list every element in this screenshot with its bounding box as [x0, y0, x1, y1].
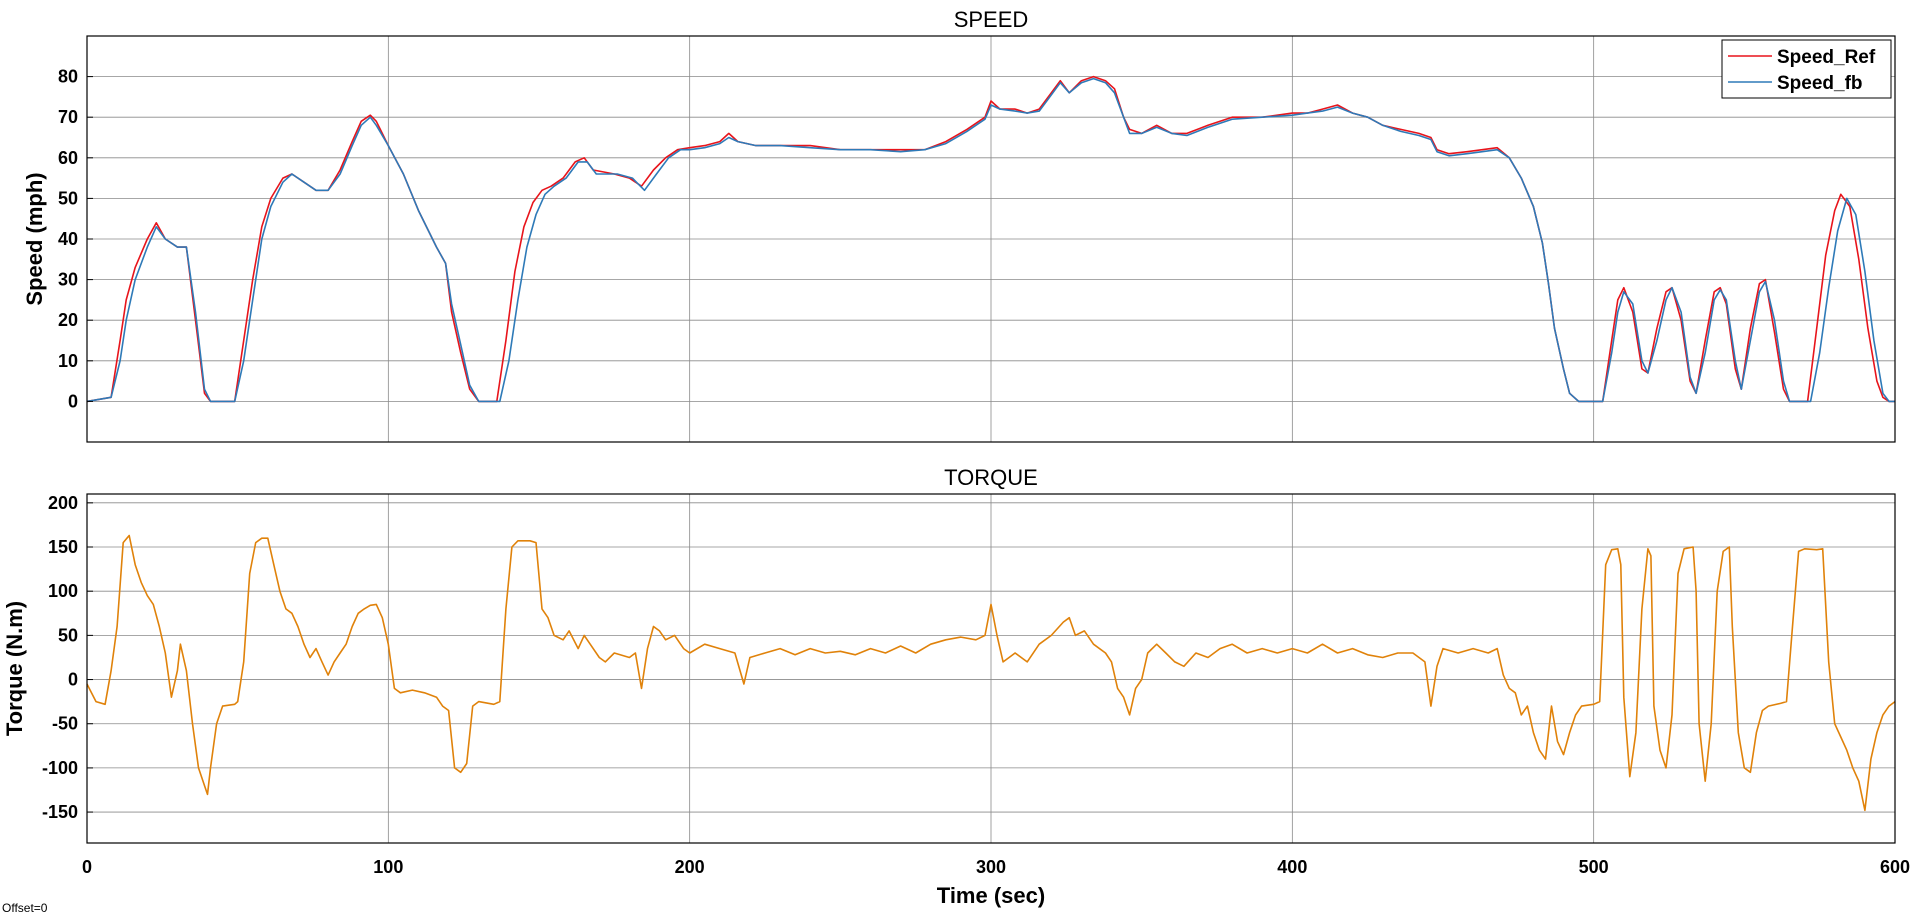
x-tick-500: 500: [1579, 857, 1609, 877]
torque-y-tick-150: 150: [48, 537, 78, 557]
legend-box: [1721, 39, 1892, 99]
speed-y-tick-labels: 0 10 20 30 40 50 60 70 80: [58, 67, 93, 411]
speed-series-line-speed-ref: [86, 75, 1895, 403]
x-tick-300: 300: [976, 857, 1006, 877]
x-tick-100: 100: [373, 857, 403, 877]
speed-y-tick-20: 20: [58, 310, 78, 330]
speed-y-axis-label: Speed (mph): [22, 172, 47, 305]
speed-y-tick-0: 0: [68, 391, 78, 411]
x-tick-400: 400: [1277, 857, 1307, 877]
speed-y-tick-80: 80: [58, 67, 78, 87]
torque-y-axis-label: Torque (N.m): [2, 601, 27, 736]
speed-panel: 0 10 20 30 40 50 60 70 80 SPEED Speed (mph) Spee…: [22, 7, 1896, 443]
torque-y-tick-200: 200: [48, 493, 78, 513]
speed-chart-title: SPEED: [954, 7, 1029, 32]
x-tick-600: 600: [1880, 857, 1910, 877]
speed-legend: Speed_Ref Speed_fb: [1721, 39, 1892, 99]
torque-panel: -150 -100 -50 0 50 100 150 200 0 100 200 300 400 500…: [2, 465, 1910, 908]
legend-label-speed-fb: Speed_fb: [1777, 73, 1863, 94]
torque-y-tick--100: -100: [42, 758, 78, 778]
speed-y-tick-40: 40: [58, 229, 78, 249]
torque-y-tick-labels: -150 -100 -50 0 50 100 150 200: [42, 493, 93, 822]
speed-y-tick-50: 50: [58, 188, 78, 208]
speed-y-tick-30: 30: [58, 270, 78, 290]
x-axis-label: Time (sec): [937, 883, 1045, 908]
torque-series-line-torque: [86, 534, 1896, 812]
x-tick-200: 200: [675, 857, 705, 877]
x-tick-labels: 0 100 200 300 400 500 600: [82, 857, 1910, 877]
torque-chart-title: TORQUE: [944, 465, 1038, 490]
torque-series: [86, 534, 1896, 812]
torque-y-tick--50: -50: [52, 714, 78, 734]
speed-y-tick-70: 70: [58, 107, 78, 127]
torque-y-tick--150: -150: [42, 802, 78, 822]
torque-y-tick-0: 0: [68, 670, 78, 690]
torque-y-tick-50: 50: [58, 625, 78, 645]
speed-y-tick-10: 10: [58, 351, 78, 371]
x-tick-0: 0: [82, 857, 92, 877]
speed-series-line-speed-fb: [86, 77, 1895, 403]
speed-y-tick-60: 60: [58, 148, 78, 168]
legend-label-speed-ref: Speed_Ref: [1777, 47, 1876, 68]
speed-series: [86, 75, 1895, 403]
torque-grid: [86, 494, 1896, 843]
torque-y-tick-100: 100: [48, 581, 78, 601]
offset-label: Offset=0: [2, 901, 48, 915]
torque-axes-frame: [86, 493, 1896, 844]
